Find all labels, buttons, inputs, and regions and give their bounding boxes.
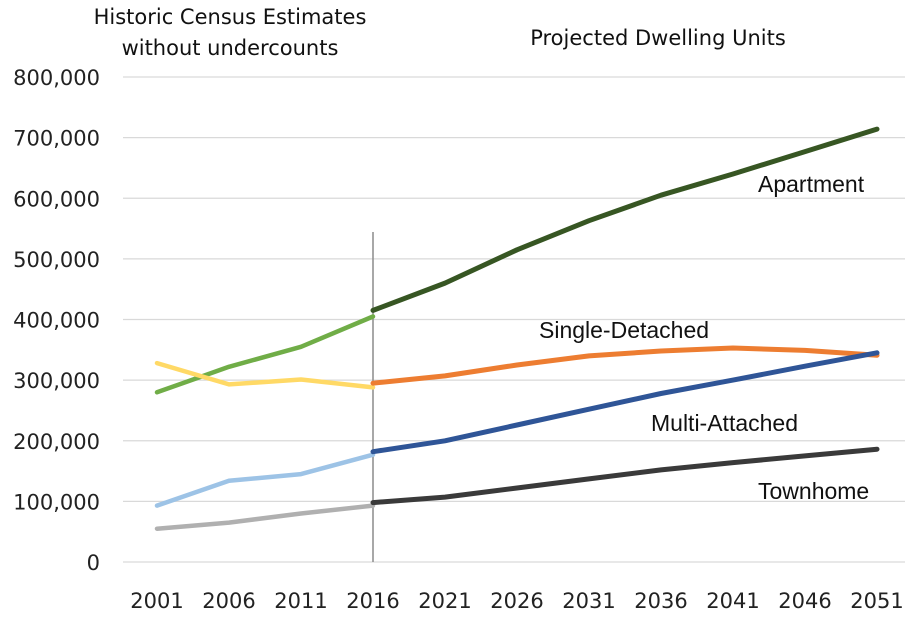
line-historic-multi-attached [154, 452, 376, 508]
y-tick-label: 300,000 [13, 369, 100, 393]
y-tick-label: 100,000 [13, 490, 100, 514]
series-label-multi-attached: Multi-Attached [651, 410, 798, 436]
y-tick-label: 0 [87, 551, 100, 575]
series-label-townhome: Townhome [758, 478, 869, 504]
y-tick-label: 500,000 [13, 248, 100, 272]
x-tick-label: 2051 [850, 589, 903, 613]
projected-heading: Projected Dwelling Units [530, 26, 786, 50]
line-historic-townhome [154, 503, 376, 531]
y-tick-label: 700,000 [13, 127, 100, 151]
y-tick-label: 800,000 [13, 66, 100, 90]
x-axis: 2001 2006 2011 2016 2021 2026 2031 2036 2041 2046… [130, 589, 903, 613]
gridlines [123, 76, 905, 563]
line-historic-apartment [154, 314, 376, 395]
y-tick-label: 400,000 [13, 309, 100, 333]
y-axis: 0 100,000 200,000 300,000 400,000 500,000 600,… [13, 66, 100, 575]
line-projected-single-detached [370, 345, 880, 386]
line-projected-multi-attached [370, 350, 880, 455]
x-tick-label: 2006 [202, 589, 255, 613]
x-tick-label: 2041 [706, 589, 759, 613]
x-tick-label: 2021 [418, 589, 471, 613]
x-tick-label: 2001 [130, 589, 183, 613]
historic-heading-line1: Historic Census Estimates [94, 5, 367, 29]
series-lines [154, 126, 880, 531]
y-tick-label: 600,000 [13, 187, 100, 211]
x-tick-label: 2016 [346, 589, 399, 613]
x-tick-label: 2036 [634, 589, 687, 613]
line-historic-single-detached [154, 360, 376, 390]
historic-heading-line2: without undercounts [122, 36, 339, 60]
x-tick-label: 2046 [778, 589, 831, 613]
x-tick-label: 2031 [562, 589, 615, 613]
x-tick-label: 2026 [490, 589, 543, 613]
line-projected-townhome [370, 446, 880, 506]
series-label-single-detached: Single-Detached [539, 317, 709, 343]
y-tick-label: 200,000 [13, 430, 100, 454]
series-label-apartment: Apartment [758, 171, 865, 197]
x-tick-label: 2011 [274, 589, 327, 613]
line-projected-apartment [370, 126, 880, 313]
